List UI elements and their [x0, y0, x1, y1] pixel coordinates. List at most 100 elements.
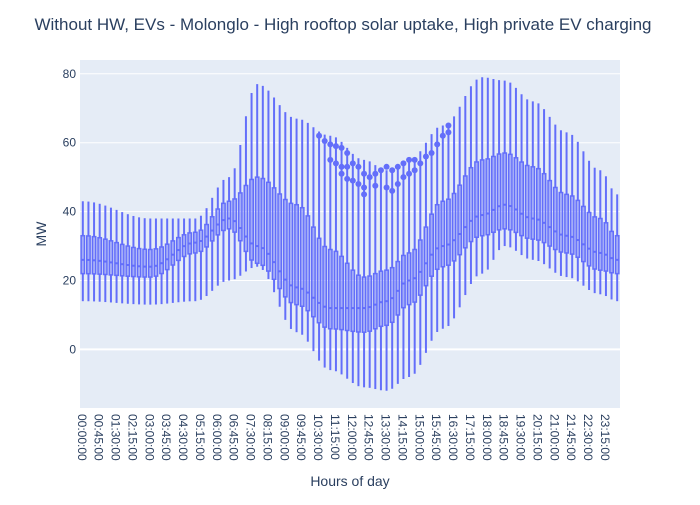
x-tick-label: 15:00:00	[412, 414, 426, 461]
box-iqr	[102, 238, 108, 276]
box-iqr	[294, 203, 299, 306]
box-iqr	[597, 217, 603, 271]
box-iqr	[322, 245, 328, 328]
box-iqr	[232, 198, 238, 233]
box-02:00:00	[125, 214, 131, 304]
box-iqr	[333, 250, 339, 330]
box-iqr	[209, 216, 215, 242]
box-01:30:00	[114, 209, 119, 303]
box-iqr	[440, 200, 446, 268]
box-iqr	[237, 192, 243, 242]
outlier-point	[406, 170, 413, 177]
box-13:45:00	[389, 168, 395, 389]
x-tick-label: 06:45:00	[227, 414, 241, 461]
box-iqr	[86, 235, 91, 275]
y-axis-label: MW	[33, 221, 49, 247]
box-iqr	[254, 176, 260, 265]
box-iqr	[215, 208, 221, 236]
outlier-point	[411, 156, 418, 163]
box-11:15:00	[333, 137, 339, 372]
box-00:00:00	[80, 201, 86, 302]
box-iqr	[119, 243, 125, 277]
box-iqr	[282, 198, 288, 298]
box-07:00:00	[237, 145, 243, 276]
box-iqr	[564, 193, 569, 254]
box-iqr	[575, 199, 581, 259]
box-19:00:00	[507, 82, 513, 248]
box-iqr	[581, 205, 586, 263]
y-tick-label: 20	[63, 274, 77, 288]
box-19:30:00	[519, 94, 524, 256]
box-iqr	[327, 248, 333, 330]
outlier-point	[355, 181, 362, 188]
box-iqr	[356, 274, 361, 333]
box-iqr	[153, 248, 159, 277]
box-06:45:00	[232, 168, 238, 280]
outlier-point	[327, 156, 334, 163]
box-iqr	[474, 161, 479, 239]
outlier-point	[338, 170, 345, 177]
box-iqr	[395, 260, 401, 316]
box-10:00:00	[305, 122, 311, 342]
outlier-point	[344, 150, 351, 157]
box-iqr	[491, 155, 496, 234]
outlier-point	[349, 177, 356, 184]
box-iqr	[468, 166, 474, 243]
box-08:45:00	[277, 105, 283, 307]
box-08:00:00	[260, 85, 266, 270]
box-20:30:00	[541, 109, 547, 265]
x-axis-ticks: 00:00:00 00:45:00 01:30:00 02:15:00 03:00:00…	[75, 414, 612, 461]
box-iqr	[221, 202, 226, 232]
box-iqr	[131, 246, 136, 278]
box-11:30:00	[339, 141, 344, 375]
box-12:45:00	[367, 161, 373, 388]
box-10:45:00	[322, 134, 328, 368]
outlier-point	[383, 184, 390, 191]
box-03:00:00	[147, 218, 153, 305]
x-tick-label: 13:30:00	[379, 414, 393, 461]
box-iqr	[384, 269, 389, 327]
box-18:00:00	[485, 77, 491, 270]
box-04:45:00	[187, 218, 193, 302]
box-iqr	[496, 153, 502, 231]
x-tick-label: 03:00:00	[142, 414, 156, 461]
box-iqr	[226, 200, 232, 230]
box-02:30:00	[136, 217, 142, 305]
box-iqr	[80, 234, 86, 275]
outlier-point	[332, 143, 339, 150]
box-15:00:00	[417, 151, 423, 365]
x-tick-label: 19:30:00	[514, 414, 528, 461]
box-01:00:00	[102, 205, 108, 303]
box-16:30:00	[451, 116, 457, 319]
outlier-point	[422, 153, 429, 160]
outlier-point	[383, 163, 390, 170]
box-iqr	[536, 167, 541, 241]
box-22:30:00	[586, 160, 592, 290]
box-12:30:00	[361, 159, 367, 388]
box-iqr	[372, 272, 378, 330]
box-iqr	[519, 161, 524, 237]
y-tick-label: 40	[63, 205, 77, 219]
box-iqr	[125, 245, 131, 277]
outlier-point	[400, 174, 407, 181]
box-23:15:00	[603, 176, 609, 297]
box-iqr	[249, 178, 254, 261]
box-05:45:00	[209, 197, 215, 291]
x-tick-label: 14:15:00	[395, 414, 409, 461]
box-iqr	[446, 198, 451, 266]
box-06:15:00	[221, 179, 226, 282]
outlier-point	[389, 187, 396, 194]
box-05:15:00	[198, 215, 204, 300]
box-20:45:00	[547, 116, 553, 269]
box-iqr	[91, 235, 97, 275]
outlier-point	[377, 167, 384, 174]
box-iqr	[170, 240, 176, 266]
box-17:45:00	[479, 77, 485, 274]
x-tick-label: 04:30:00	[176, 414, 190, 461]
box-iqr	[530, 166, 536, 240]
box-iqr	[299, 206, 305, 307]
outlier-points	[316, 122, 452, 198]
box-19:45:00	[524, 99, 530, 259]
box-iqr	[507, 153, 513, 231]
box-02:15:00	[131, 215, 136, 305]
